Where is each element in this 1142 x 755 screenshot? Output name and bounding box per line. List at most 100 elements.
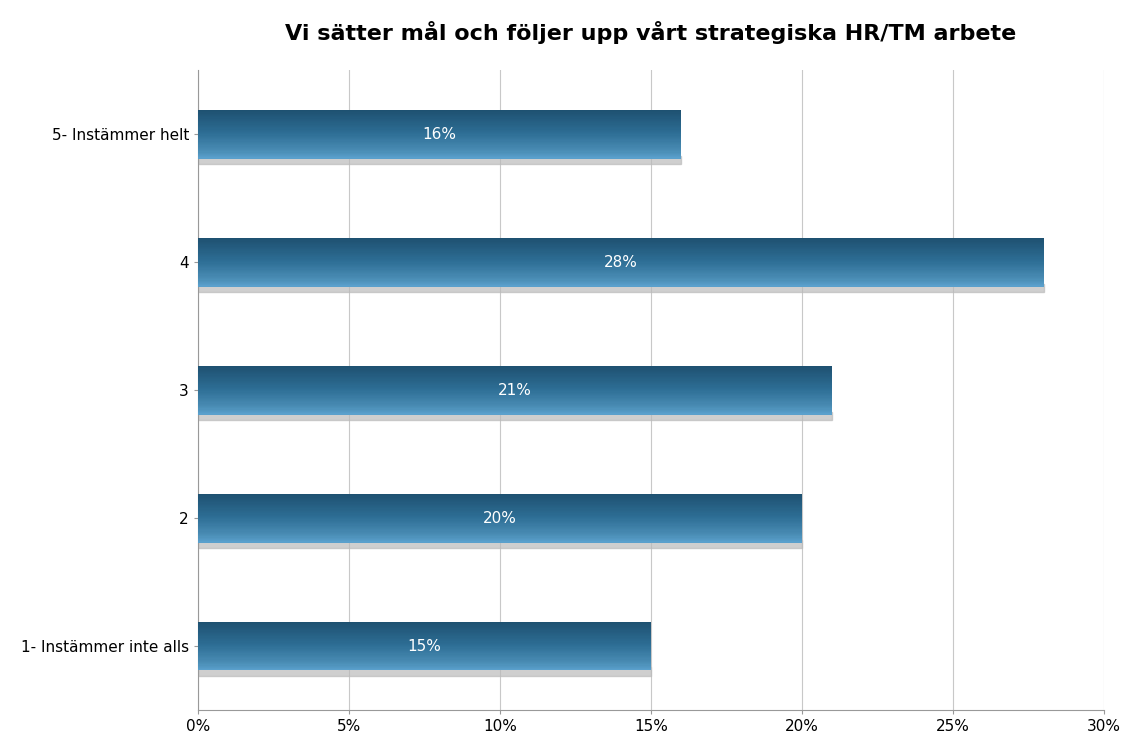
Bar — [198, 143, 682, 144]
Bar — [198, 264, 1044, 266]
Bar — [198, 659, 651, 661]
Bar — [198, 242, 1044, 243]
Bar — [198, 651, 651, 652]
Bar — [198, 502, 802, 504]
Bar — [198, 395, 833, 396]
Bar — [198, 397, 833, 399]
Bar — [198, 653, 651, 655]
Bar — [198, 119, 682, 120]
Bar — [198, 381, 833, 383]
Bar — [198, 516, 802, 517]
Bar — [198, 504, 802, 506]
Bar — [198, 267, 1044, 268]
Bar — [198, 394, 833, 395]
Bar — [198, 122, 682, 123]
Bar — [198, 274, 1044, 276]
Bar — [198, 243, 1044, 244]
Bar — [198, 524, 802, 525]
Bar — [198, 667, 651, 668]
Bar — [198, 498, 802, 499]
Bar — [198, 117, 682, 119]
Bar — [198, 496, 802, 498]
Bar — [198, 244, 1044, 245]
Bar — [198, 630, 651, 632]
Bar — [198, 285, 1044, 287]
Bar — [198, 367, 833, 368]
Bar — [198, 539, 802, 540]
Bar — [198, 157, 682, 159]
Bar — [198, 263, 1044, 265]
Bar — [198, 508, 802, 510]
Bar — [198, 506, 802, 507]
Bar — [198, 652, 651, 654]
Title: Vi sätter mål och följer upp vårt strategiska HR/TM arbete: Vi sätter mål och följer upp vårt strate… — [286, 21, 1016, 44]
Bar — [198, 627, 651, 628]
Bar — [198, 536, 802, 538]
Bar — [198, 389, 833, 390]
Bar — [198, 113, 682, 115]
Bar — [198, 271, 1044, 272]
Bar — [198, 519, 802, 521]
Bar — [198, 501, 802, 502]
Bar — [198, 391, 833, 393]
Bar — [198, 529, 802, 530]
Bar — [198, 153, 682, 154]
Bar — [198, 375, 833, 377]
Bar — [198, 646, 651, 647]
Bar — [198, 374, 833, 376]
Bar — [198, 110, 682, 111]
Bar — [198, 156, 682, 165]
Bar — [198, 255, 1044, 256]
Bar — [198, 500, 802, 501]
Bar — [198, 640, 651, 641]
Bar — [198, 643, 651, 644]
Bar — [198, 139, 682, 140]
Bar — [198, 525, 802, 527]
Bar — [198, 270, 1044, 271]
Bar — [198, 372, 833, 373]
Bar — [198, 388, 833, 389]
Bar — [198, 268, 1044, 270]
Bar — [198, 532, 802, 533]
Bar — [198, 538, 802, 539]
Bar — [198, 368, 833, 370]
Bar — [198, 645, 651, 646]
Bar — [198, 246, 1044, 248]
Bar — [198, 658, 651, 660]
Bar — [198, 390, 833, 392]
Bar — [198, 635, 651, 636]
Bar — [198, 504, 802, 505]
Bar — [198, 276, 1044, 277]
Bar — [198, 238, 1044, 239]
Bar — [198, 541, 802, 543]
Bar — [198, 533, 802, 534]
Bar — [198, 150, 682, 152]
Bar — [198, 116, 682, 117]
Bar — [198, 396, 833, 398]
Bar — [198, 656, 651, 657]
Bar — [198, 530, 802, 532]
Bar — [198, 399, 833, 400]
Bar — [198, 413, 833, 414]
Bar — [198, 623, 651, 624]
Bar — [198, 650, 651, 651]
Bar — [198, 366, 833, 367]
Bar — [198, 510, 802, 511]
Bar — [198, 663, 651, 664]
Bar — [198, 126, 682, 127]
Bar — [198, 636, 651, 638]
Bar — [198, 393, 833, 394]
Bar — [198, 655, 651, 656]
Bar — [198, 250, 1044, 251]
Bar — [198, 123, 682, 125]
Bar — [198, 145, 682, 146]
Bar — [198, 277, 1044, 278]
Bar — [198, 284, 1044, 292]
Bar — [198, 409, 833, 411]
Bar — [198, 634, 651, 635]
Bar — [198, 125, 682, 126]
Bar — [198, 384, 833, 385]
Bar — [198, 262, 1044, 263]
Bar — [198, 132, 682, 133]
Bar — [198, 249, 1044, 250]
